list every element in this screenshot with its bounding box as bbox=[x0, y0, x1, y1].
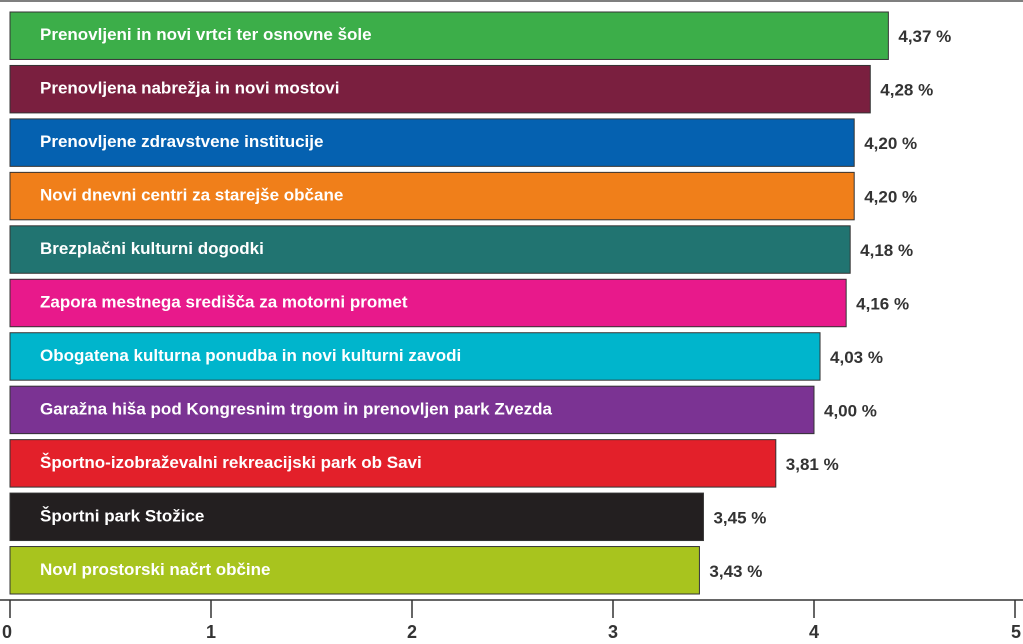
x-tick-label: 2 bbox=[407, 622, 417, 642]
bar bbox=[9, 11, 889, 60]
value-label: 4,28 % bbox=[880, 81, 933, 100]
x-tick-label: 0 bbox=[2, 622, 12, 642]
value-label: 4,03 % bbox=[830, 348, 883, 367]
x-tick-label: 3 bbox=[608, 622, 618, 642]
bar bbox=[9, 492, 704, 542]
category-label: Brezplačni kulturni dogodki bbox=[40, 239, 264, 258]
category-label: Novi dnevni centri za starejše občane bbox=[40, 186, 343, 205]
bar bbox=[9, 278, 847, 328]
value-label: 3,45 % bbox=[713, 508, 766, 527]
bar bbox=[9, 225, 851, 274]
category-label: Garažna hiša pod Kongresnim trgom in pre… bbox=[40, 399, 553, 418]
bar bbox=[9, 171, 855, 221]
category-label: Prenovljena nabrežja in novi mostovi bbox=[40, 79, 339, 98]
bar bbox=[9, 64, 871, 114]
value-label: 3,43 % bbox=[709, 562, 762, 581]
bar bbox=[9, 385, 815, 435]
category-label: Obogatena kulturna ponudba in novi kultu… bbox=[40, 346, 461, 365]
value-label: 4,18 % bbox=[860, 241, 913, 260]
category-label: Prenovljeni in novi vrtci ter osnovne šo… bbox=[40, 25, 372, 44]
x-tick-label: 4 bbox=[809, 622, 819, 642]
bar bbox=[9, 439, 777, 488]
category-label: Prenovljene zdravstvene institucije bbox=[40, 132, 323, 151]
bar bbox=[9, 118, 855, 167]
x-tick-label: 1 bbox=[206, 622, 216, 642]
value-label: 4,00 % bbox=[824, 401, 877, 420]
category-label: Športno-izobraževalni rekreacijski park … bbox=[40, 453, 422, 472]
category-label: Zapora mestnega središča za motorni prom… bbox=[40, 292, 408, 311]
x-tick-label: 5 bbox=[1011, 622, 1021, 642]
value-label: 4,37 % bbox=[898, 27, 951, 46]
category-label: Športni park Stožice bbox=[40, 506, 204, 525]
value-label: 4,20 % bbox=[864, 134, 917, 153]
value-label: 3,81 % bbox=[786, 455, 839, 474]
value-label: 4,16 % bbox=[856, 294, 909, 313]
bar bbox=[9, 546, 700, 595]
bar bbox=[9, 332, 821, 381]
category-label: Novl prostorski načrt občine bbox=[40, 560, 271, 579]
value-label: 4,20 % bbox=[864, 188, 917, 207]
